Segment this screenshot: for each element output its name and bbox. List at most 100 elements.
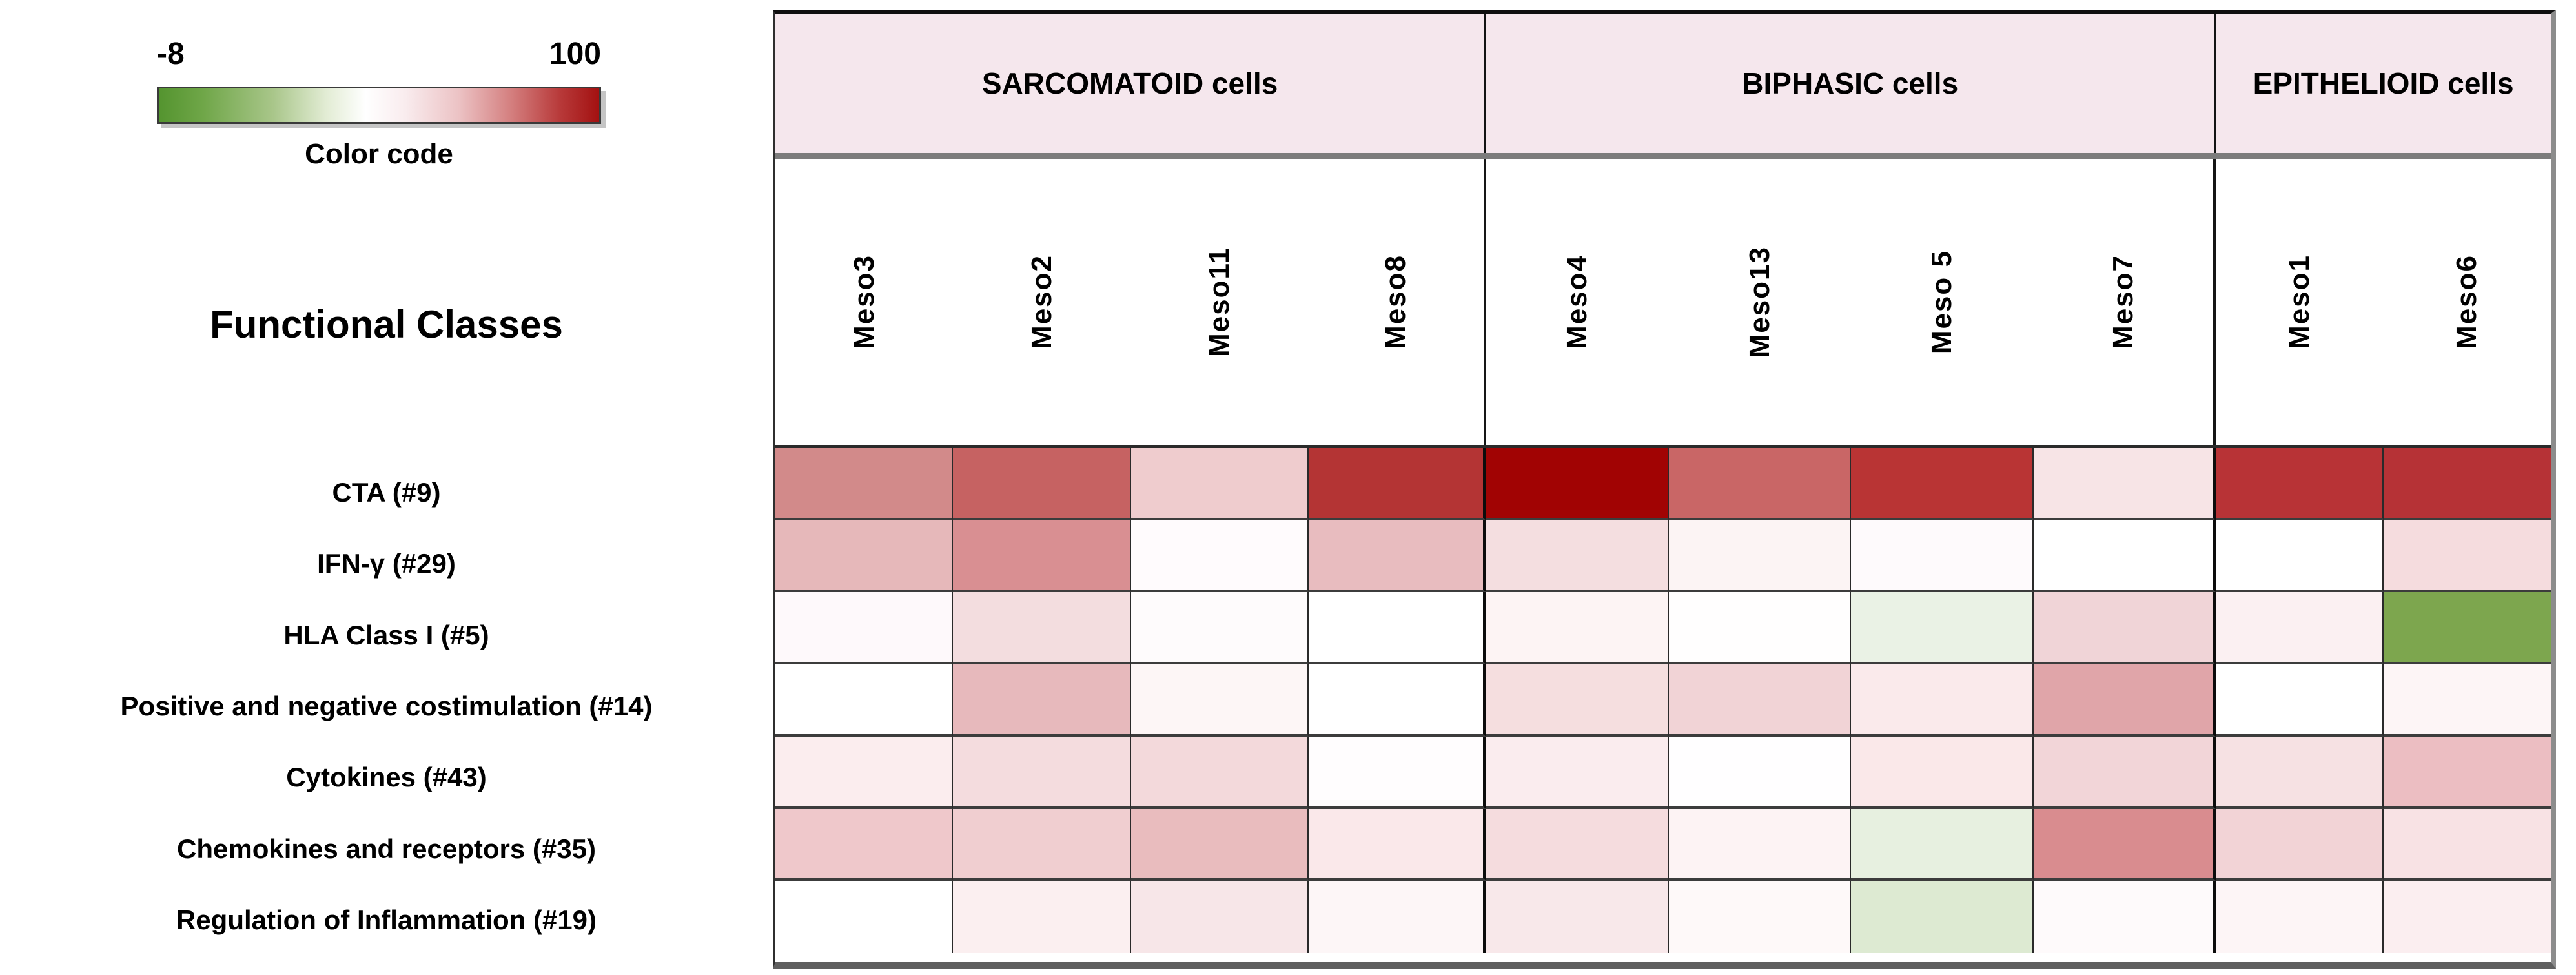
column-header-cell: Meso3 [775,159,953,445]
heatmap-cell [775,808,954,881]
row-axis-title: Functional Classes [210,303,563,346]
heatmap-cell [1486,592,1669,665]
row-label: CTA (#9) [332,477,441,508]
row-labels: CTA (#9) IFN-γ (#29) HLA Class I (#5) Posit… [0,457,773,956]
heatmap-cell [953,520,1131,593]
heatmap-cell [1130,592,1309,665]
heatmap-cell [1130,881,1309,953]
heatmap-cell [1668,881,1852,953]
heatmap-cell [2216,448,2384,520]
row-label: Regulation of Inflammation (#19) [176,904,597,935]
column-label: Meso13 [1743,245,1775,358]
column-label: Meso3 [848,254,880,349]
heatmap-cell [2383,664,2551,737]
heatmap-cell [2033,520,2216,593]
heatmap-cell [1851,520,2034,593]
column-header-cell: Meso8 [1309,159,1487,445]
colorbar-caption: Color code [305,138,453,170]
colorbar-min-label: -8 [157,37,185,71]
heatmap-cell [1851,881,2034,953]
heatmap-cell [2383,736,2551,809]
column-label: Meso8 [1380,254,1412,349]
column-label: Meso11 [1203,247,1236,357]
column-group-label: BIPHASIC cells [1486,14,2216,153]
heatmap-cell [1851,808,2034,881]
column-label: Meso1 [2283,254,2315,349]
heatmap-cell [2216,808,2384,881]
heatmap-cell [2033,664,2216,737]
heatmap-cell [953,592,1131,665]
colorbar-max-label: 100 [549,37,601,71]
heatmap-cell [1130,448,1309,520]
heatmap-cell [1130,664,1309,737]
column-label: Meso2 [1025,254,1058,349]
heatmap-cell [1130,736,1309,809]
heatmap-cell [2383,808,2551,881]
heatmap-cell [1668,664,1852,737]
row-label: Cytokines (#43) [286,762,487,793]
heatmap-cell [2033,808,2216,881]
heatmap-cell [1308,736,1487,809]
column-header-cell: Meso2 [953,159,1130,445]
heatmap-cell [2033,736,2216,809]
heatmap-cell [2216,664,2384,737]
row-label: HLA Class I (#5) [283,619,489,650]
colorbar-gradient [157,87,601,124]
heatmap-cell [775,736,954,809]
colorbar-range-labels: -8 100 [157,37,601,71]
heatmap-cell [2216,592,2384,665]
heatmap-cell [1308,664,1487,737]
heatmap-cell [775,664,954,737]
heatmap-cell [1486,664,1669,737]
heatmap-cell [1851,448,2034,520]
heatmap-cell [1668,736,1852,809]
heatmap-cell [1851,592,2034,665]
heatmap-cell [953,881,1131,953]
column-header-cell: Meso 5 [1851,159,2034,445]
column-group-label: EPITHELIOID cells [2216,14,2551,153]
heatmap-cell [1668,592,1852,665]
heatmap-grid [775,448,2551,953]
heatmap-cell [1308,448,1487,520]
heatmap-cell [953,664,1131,737]
heatmap-cell [1308,808,1487,881]
row-label: Positive and negative costimulation (#14… [120,690,653,721]
column-label: Meso7 [2107,254,2140,349]
heatmap-cell [2383,448,2551,520]
heatmap-table: SARCOMATOID cells BIPHASIC cells EPITHELIO… [773,10,2556,969]
heatmap-cell [1668,448,1852,520]
column-header-cell: Meso13 [1669,159,1852,445]
column-group-header: SARCOMATOID cells BIPHASIC cells EPITHELIO… [775,14,2551,159]
heatmap-cell [775,520,954,593]
heatmap-cell [2383,881,2551,953]
column-header: Meso3 Meso2 Meso11 Meso8 Meso4 Meso13 Meso 5 Me… [775,159,2551,448]
column-group-text: BIPHASIC cells [1742,67,1959,100]
heatmap-cell [775,592,954,665]
heatmap-cell [1486,881,1669,953]
heatmap-cell [953,808,1131,881]
heatmap-cell [2216,881,2384,953]
column-group-text: EPITHELIOID cells [2253,67,2514,100]
column-header-cell: Meso6 [2384,159,2551,445]
row-label: Chemokines and receptors (#35) [177,833,596,864]
column-label: Meso4 [1561,254,1593,349]
column-header-cell: Meso11 [1131,159,1309,445]
heatmap-cell [2383,520,2551,593]
column-header-cell: Meso1 [2216,159,2383,445]
heatmap-cell [1308,520,1487,593]
heatmap-cell [2033,592,2216,665]
heatmap-cell [1851,664,2034,737]
heatmap-cell [775,881,954,953]
heatmap-cell [1668,808,1852,881]
column-group-text: SARCOMATOID cells [981,67,1278,100]
heatmap-cell [1130,520,1309,593]
heatmap-cell [1130,808,1309,881]
heatmap-cell [2033,881,2216,953]
column-group-label: SARCOMATOID cells [775,14,1487,153]
column-header-cell: Meso4 [1486,159,1669,445]
heatmap-cell [2383,592,2551,665]
heatmap-cell [953,448,1131,520]
heatmap-cell [2033,448,2216,520]
heatmap-cell [1851,736,2034,809]
colorbar-legend: -8 100 Color code [157,37,601,170]
